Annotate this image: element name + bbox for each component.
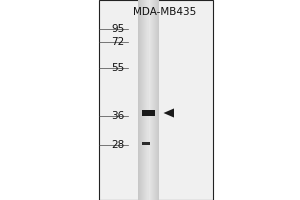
Bar [146, 0, 148, 200]
Bar [99, 0, 213, 200]
Bar [144, 0, 145, 200]
Bar [151, 0, 152, 200]
Bar [140, 0, 141, 200]
Bar [154, 0, 155, 200]
Text: 72: 72 [111, 37, 124, 47]
Text: 28: 28 [111, 140, 124, 150]
Text: 95: 95 [111, 24, 124, 34]
Bar [142, 110, 155, 116]
Text: MDA-MB435: MDA-MB435 [134, 7, 196, 17]
Bar [142, 0, 143, 200]
Bar [156, 0, 157, 200]
Bar [148, 0, 150, 200]
Bar [158, 0, 159, 200]
Bar [153, 0, 154, 200]
Bar [143, 0, 144, 200]
Text: 55: 55 [111, 63, 124, 73]
Bar [138, 0, 139, 200]
Bar [141, 0, 142, 200]
Text: 36: 36 [111, 111, 124, 121]
Polygon shape [164, 108, 174, 118]
Bar [155, 0, 156, 200]
Bar [142, 142, 150, 145]
Bar [157, 0, 158, 200]
Bar [139, 0, 140, 200]
Bar [152, 0, 153, 200]
Bar [150, 0, 151, 200]
Bar [138, 0, 159, 200]
